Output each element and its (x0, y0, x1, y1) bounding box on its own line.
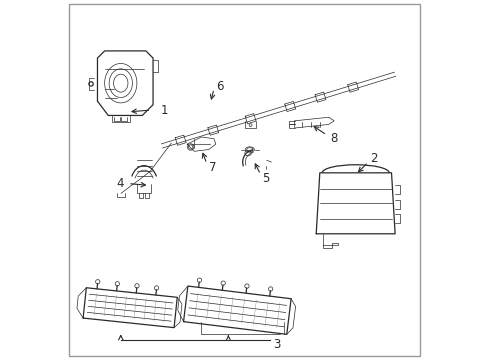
Text: 6: 6 (215, 80, 223, 93)
Text: 8: 8 (330, 132, 337, 145)
Text: 1: 1 (160, 104, 167, 117)
Text: 2: 2 (369, 152, 377, 165)
Text: 5: 5 (262, 172, 269, 185)
Text: 7: 7 (208, 161, 216, 174)
Text: 4: 4 (117, 177, 124, 190)
Text: 3: 3 (273, 338, 280, 351)
